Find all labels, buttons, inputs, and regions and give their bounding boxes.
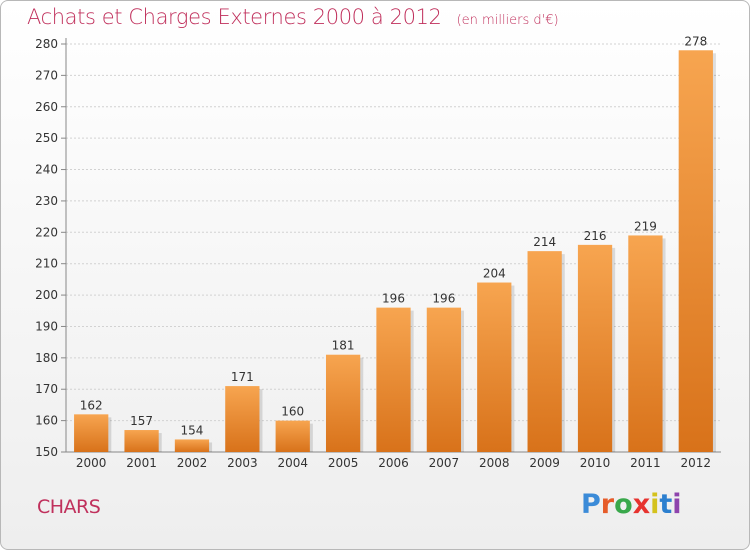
logo-letter: t — [659, 489, 673, 520]
bar — [527, 251, 562, 452]
bar — [225, 386, 260, 452]
bar — [678, 50, 713, 453]
y-tick-label: 230 — [35, 194, 58, 208]
y-tick-label: 200 — [35, 288, 58, 302]
x-tick-label: 2006 — [378, 456, 409, 470]
y-tick-label: 150 — [35, 445, 58, 459]
bar — [628, 235, 663, 452]
bar-value-label: 196 — [432, 292, 455, 306]
bar — [124, 430, 159, 452]
bar-value-label: 214 — [533, 235, 556, 249]
x-tick-label: 2000 — [76, 456, 107, 470]
y-tick-label: 170 — [35, 382, 58, 396]
chart-title: Achats et Charges Externes 2000 à 2012 — [27, 5, 442, 29]
y-tick-label: 160 — [35, 414, 58, 428]
x-tick-label: 2001 — [126, 456, 157, 470]
y-tick-label: 240 — [35, 163, 58, 177]
y-tick-label: 210 — [35, 257, 58, 271]
proxiti-logo: Proxiti — [581, 489, 682, 520]
x-tick-label: 2002 — [177, 456, 208, 470]
bar-value-label: 160 — [281, 405, 304, 419]
bar — [477, 282, 512, 452]
bar — [426, 307, 462, 452]
bar-value-label: 181 — [332, 339, 355, 353]
bar-value-label: 219 — [634, 219, 657, 233]
bar-value-label: 278 — [684, 34, 707, 48]
x-tick-label: 2004 — [277, 456, 308, 470]
x-tick-label: 2008 — [479, 456, 510, 470]
bar — [325, 354, 361, 452]
bar-value-label: 204 — [483, 267, 506, 281]
x-tick-label: 2005 — [328, 456, 359, 470]
y-tick-label: 250 — [35, 131, 58, 145]
y-tick-label: 220 — [35, 225, 58, 239]
y-tick-label: 190 — [35, 319, 58, 333]
bar — [174, 439, 210, 452]
logo-letter: i — [672, 489, 682, 520]
logo-letter: r — [600, 489, 615, 520]
logo-letter: o — [614, 489, 633, 520]
y-tick-label: 280 — [35, 37, 58, 51]
bar — [275, 420, 310, 452]
x-tick-label: 2003 — [227, 456, 258, 470]
chart-unit: (en milliers d'€) — [456, 13, 559, 28]
bar-value-label: 171 — [231, 370, 254, 384]
bar-value-label: 196 — [382, 292, 405, 306]
logo-letter: P — [581, 489, 601, 520]
bar-value-label: 154 — [181, 423, 204, 437]
bar — [376, 307, 411, 452]
x-tick-label: 2011 — [630, 456, 661, 470]
y-tick-label: 270 — [35, 68, 58, 82]
bar — [577, 244, 613, 452]
commune-name: CHARS — [37, 496, 101, 518]
x-tick-label: 2009 — [529, 456, 560, 470]
y-tick-label: 180 — [35, 351, 58, 365]
bar — [74, 414, 109, 452]
bar-value-label: 216 — [584, 229, 607, 243]
logo-letter: i — [650, 489, 660, 520]
x-tick-label: 2012 — [681, 456, 712, 470]
chart-title-block: Achats et Charges Externes 2000 à 2012 (… — [27, 5, 559, 29]
x-tick-label: 2010 — [580, 456, 611, 470]
y-tick-label: 260 — [35, 100, 58, 114]
bar-value-label: 162 — [80, 398, 103, 412]
x-tick-label: 2007 — [429, 456, 460, 470]
logo-letter: x — [632, 489, 651, 520]
bar-value-label: 157 — [130, 414, 153, 428]
